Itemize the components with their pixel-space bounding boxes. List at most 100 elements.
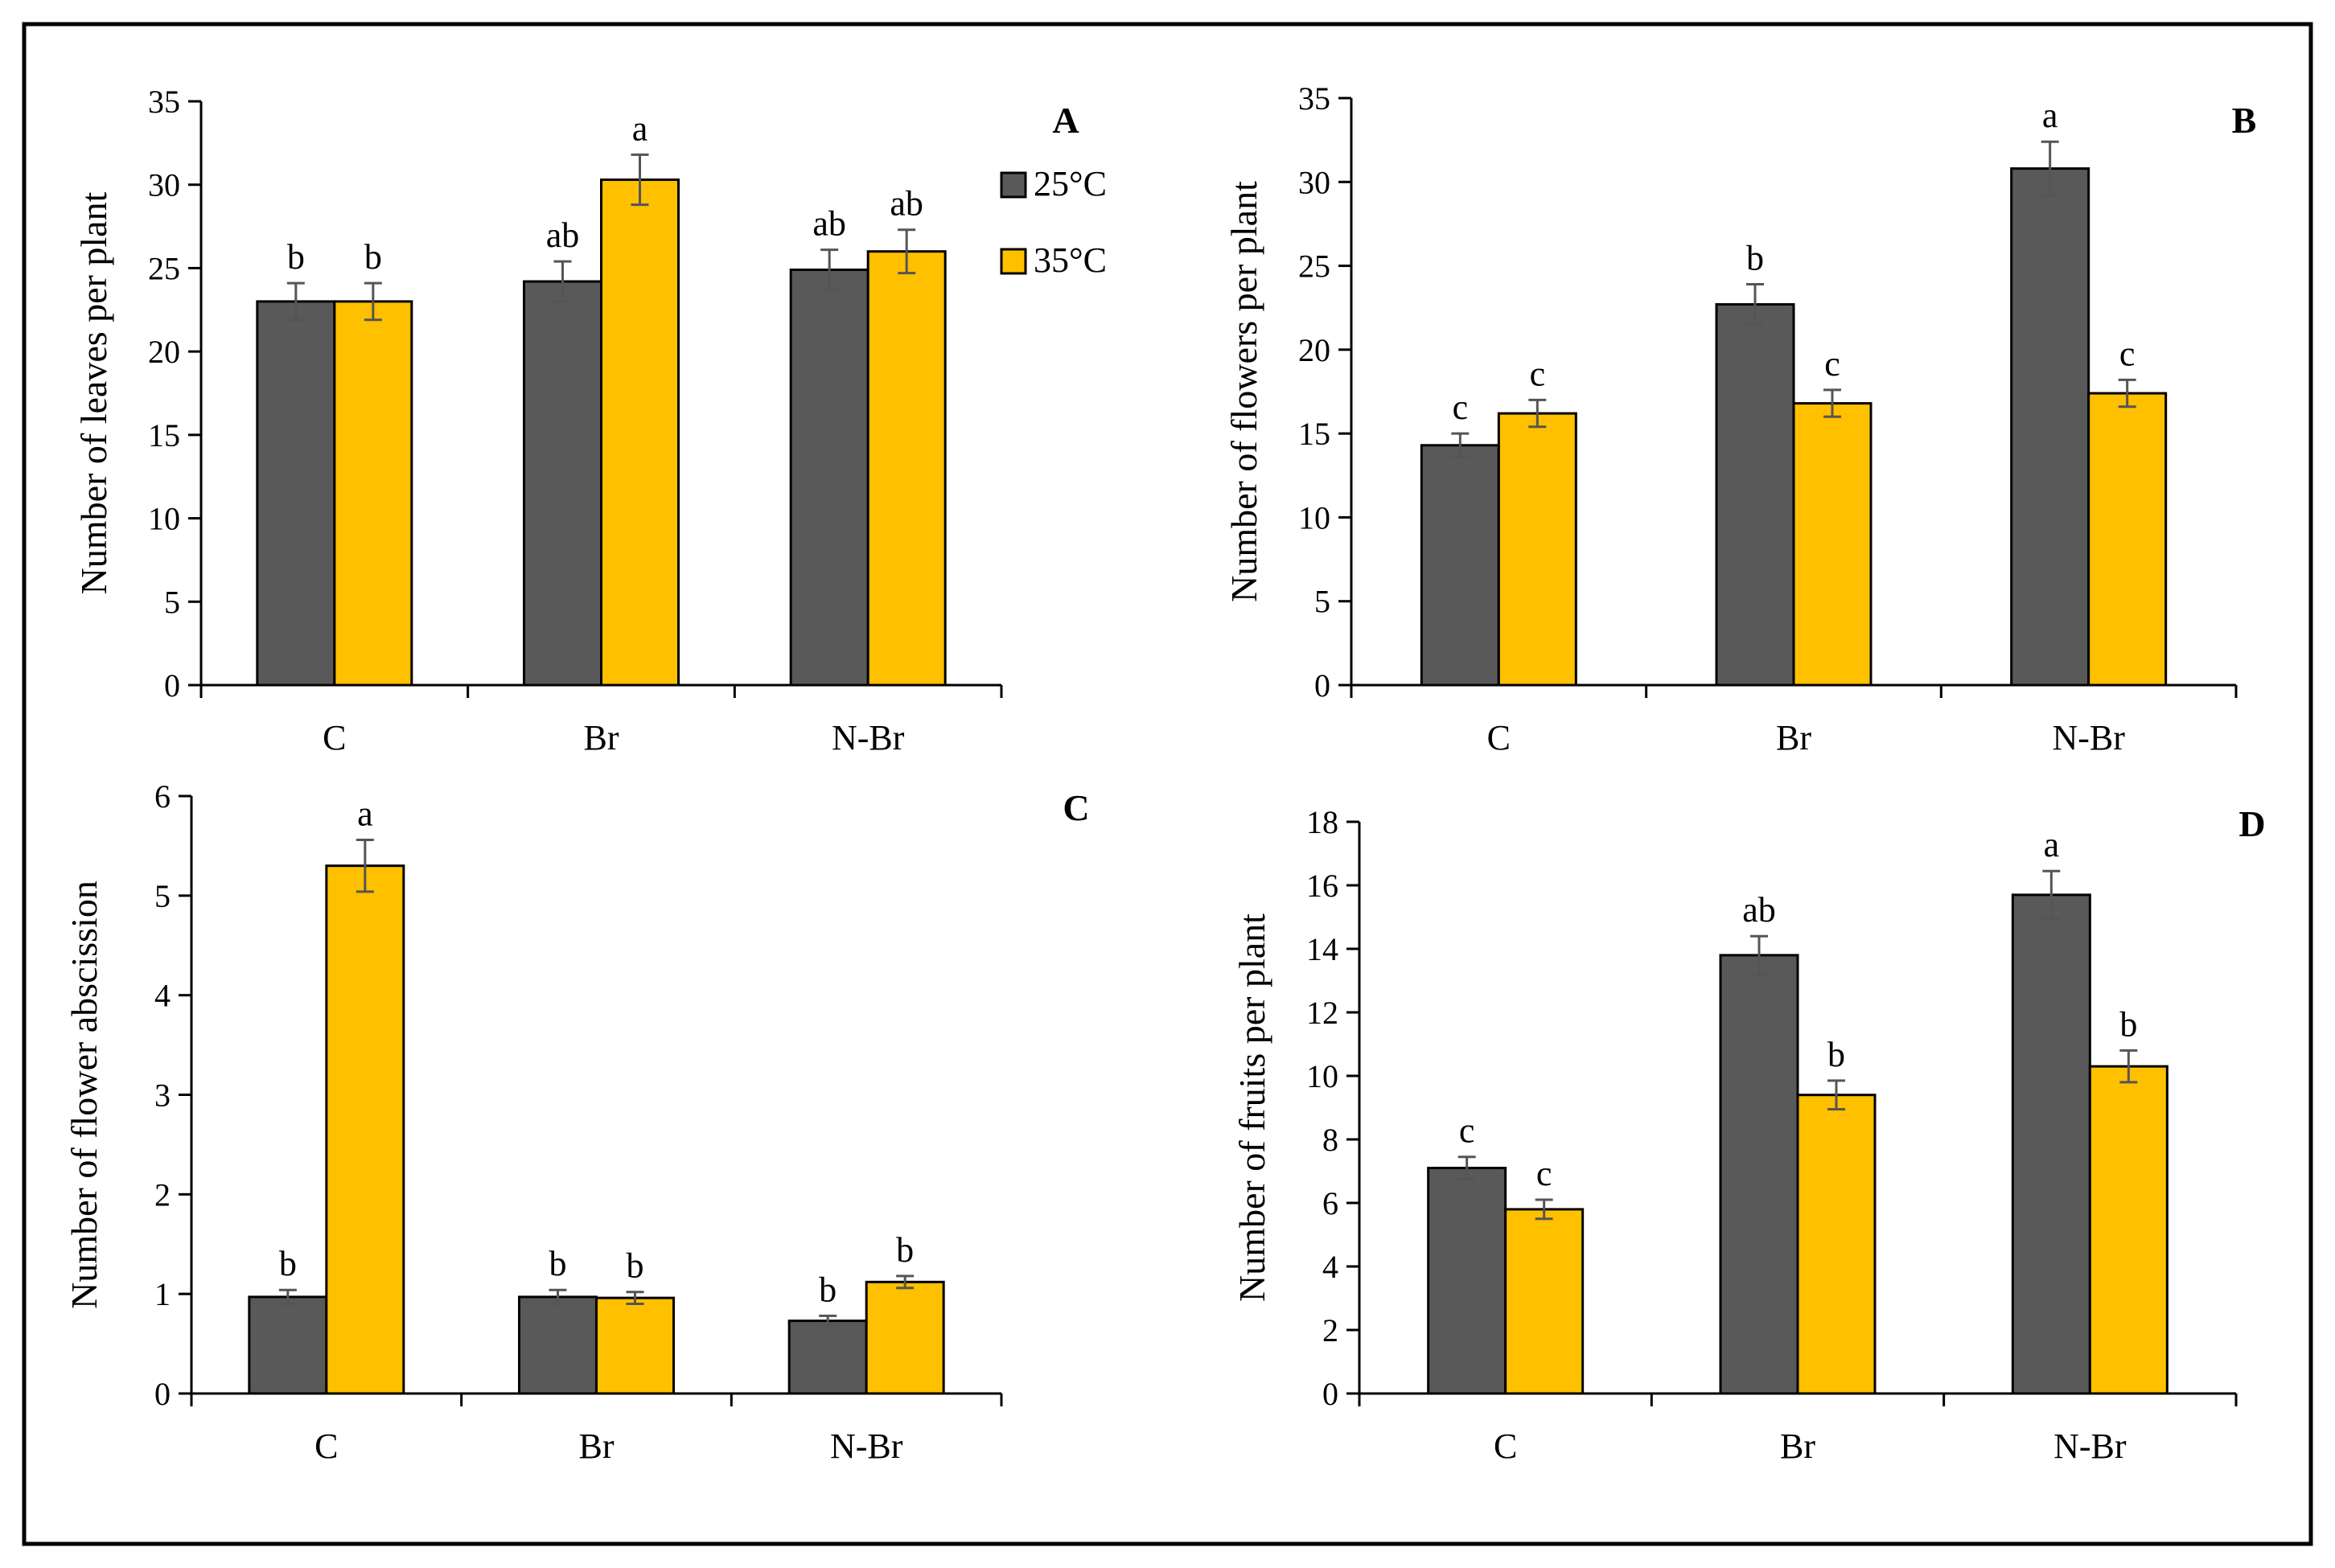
bar bbox=[256, 300, 336, 687]
panel-label: A bbox=[1052, 100, 1079, 141]
x-category-label: N-Br bbox=[830, 1426, 903, 1466]
y-axis-title: Number of flower abscission bbox=[64, 880, 105, 1309]
significance-label: b bbox=[279, 1244, 297, 1283]
y-tick-label: 25 bbox=[148, 250, 180, 286]
y-tick-label: 2 bbox=[1322, 1312, 1338, 1348]
bar bbox=[523, 280, 602, 687]
bar bbox=[2087, 392, 2168, 687]
y-tick-label: 25 bbox=[1298, 248, 1330, 285]
bar bbox=[248, 1295, 328, 1395]
y-tick-label: 3 bbox=[154, 1077, 171, 1114]
bar bbox=[1715, 303, 1795, 687]
significance-label: b bbox=[1746, 239, 1764, 278]
significance-label: a bbox=[632, 109, 648, 148]
bar bbox=[1792, 402, 1873, 687]
significance-label: c bbox=[1453, 388, 1469, 427]
bar bbox=[787, 1320, 868, 1395]
bar bbox=[1719, 954, 1799, 1395]
y-tick-label: 6 bbox=[154, 778, 171, 815]
y-tick-label: 16 bbox=[1306, 868, 1338, 904]
bar bbox=[1504, 1208, 1585, 1395]
legend-swatch bbox=[1000, 248, 1027, 275]
bar bbox=[1497, 412, 1577, 687]
x-category-label: Br bbox=[584, 718, 619, 757]
y-tick-label: 5 bbox=[1314, 584, 1330, 620]
bar bbox=[2010, 167, 2090, 687]
chart-panel-c: 0 1 2 3 4 5 6 C Br N-Br b b b a b b Number of flower abs… bbox=[64, 778, 1090, 1466]
y-tick-label: 20 bbox=[1298, 332, 1330, 368]
significance-label: ab bbox=[546, 215, 580, 255]
y-tick-label: 0 bbox=[1314, 667, 1330, 704]
significance-label: b bbox=[364, 237, 382, 277]
y-tick-label: 0 bbox=[164, 667, 180, 704]
significance-label: c bbox=[1824, 344, 1840, 384]
significance-label: a bbox=[357, 794, 373, 833]
y-tick-label: 10 bbox=[148, 501, 180, 537]
y-tick-label: 12 bbox=[1306, 995, 1338, 1031]
significance-label: b bbox=[819, 1270, 837, 1309]
y-axis-title: Number of fruits per plant bbox=[1231, 913, 1272, 1302]
y-tick-label: 4 bbox=[154, 978, 171, 1014]
y-tick-label: 5 bbox=[154, 878, 171, 914]
significance-label: ab bbox=[1742, 890, 1776, 930]
bar bbox=[866, 250, 947, 687]
significance-label: b bbox=[896, 1230, 914, 1270]
chart-panel-b: 0 5 10 15 20 25 30 35 C Br N-Br c b a c c c Number of flo… bbox=[1223, 80, 2256, 757]
y-axis-title: Number of flowers per plant bbox=[1223, 181, 1264, 602]
significance-label: b bbox=[2119, 1004, 2137, 1044]
x-category-label: C bbox=[314, 1426, 338, 1466]
x-category-label: C bbox=[1494, 1426, 1517, 1466]
bar bbox=[2011, 893, 2091, 1395]
chart-panel-d: 0 2 4 6 8 10 12 14 16 18 C Br N-Br c ab a c b b Number of f… bbox=[1231, 803, 2266, 1466]
bar bbox=[1427, 1167, 1507, 1395]
significance-label: c bbox=[1536, 1154, 1552, 1193]
legend-label: 35°C bbox=[1034, 240, 1107, 280]
significance-label: b bbox=[287, 237, 305, 277]
significance-label: c bbox=[1530, 354, 1546, 393]
significance-label: b bbox=[627, 1246, 644, 1286]
significance-label: ab bbox=[812, 204, 846, 244]
bar bbox=[325, 864, 405, 1395]
figure-border bbox=[22, 22, 2313, 1546]
legend-label: 25°C bbox=[1034, 164, 1107, 203]
y-tick-label: 14 bbox=[1306, 931, 1338, 967]
y-tick-label: 20 bbox=[148, 334, 180, 370]
y-tick-label: 35 bbox=[148, 84, 180, 120]
y-tick-label: 30 bbox=[148, 167, 180, 203]
x-category-label: C bbox=[1487, 718, 1511, 757]
bar bbox=[2088, 1065, 2169, 1395]
x-category-label: C bbox=[323, 718, 346, 757]
significance-label: c bbox=[1459, 1111, 1475, 1151]
bar bbox=[333, 300, 413, 687]
significance-label: ab bbox=[890, 184, 923, 224]
y-tick-label: 10 bbox=[1298, 499, 1330, 536]
y-tick-label: 30 bbox=[1298, 164, 1330, 200]
significance-label: b bbox=[1827, 1035, 1845, 1074]
legend: 25°C 35°C bbox=[1000, 164, 1107, 280]
x-category-label: Br bbox=[579, 1426, 615, 1466]
significance-label: a bbox=[2042, 96, 2058, 135]
significance-label: b bbox=[549, 1244, 567, 1283]
y-tick-label: 10 bbox=[1306, 1058, 1338, 1094]
bar bbox=[518, 1295, 598, 1395]
x-category-label: N-Br bbox=[2052, 718, 2125, 757]
y-tick-label: 0 bbox=[1322, 1376, 1338, 1412]
y-tick-label: 15 bbox=[1298, 416, 1330, 452]
x-category-label: N-Br bbox=[832, 718, 905, 757]
bar bbox=[595, 1296, 675, 1395]
bar bbox=[865, 1280, 945, 1395]
bar bbox=[600, 178, 680, 687]
legend-swatch bbox=[1000, 171, 1027, 199]
y-tick-label: 15 bbox=[148, 417, 180, 454]
y-tick-label: 18 bbox=[1306, 804, 1338, 840]
y-tick-label: 8 bbox=[1322, 1122, 1338, 1158]
significance-label: c bbox=[2119, 334, 2136, 373]
bar bbox=[1796, 1094, 1877, 1395]
panel-label: C bbox=[1063, 787, 1089, 828]
x-category-label: N-Br bbox=[2053, 1426, 2127, 1466]
y-tick-label: 4 bbox=[1322, 1249, 1338, 1285]
panel-label: B bbox=[2232, 100, 2257, 141]
x-category-label: Br bbox=[1780, 1426, 1815, 1466]
